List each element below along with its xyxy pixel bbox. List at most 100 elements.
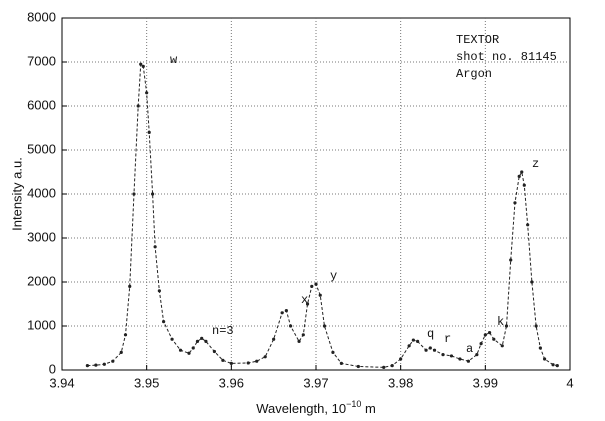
peak-label: x bbox=[301, 293, 308, 307]
y-tick-label: 8000 bbox=[27, 9, 56, 24]
data-point bbox=[305, 302, 310, 306]
annotation: Argon bbox=[456, 67, 492, 81]
y-tick-label: 4000 bbox=[27, 185, 56, 200]
data-point bbox=[212, 349, 216, 354]
data-point bbox=[526, 223, 530, 227]
data-point bbox=[390, 364, 394, 368]
x-tick-label: 3.99 bbox=[473, 375, 498, 390]
peak-label: z bbox=[532, 157, 539, 171]
y-tick-label: 5000 bbox=[27, 141, 56, 156]
plot-frame bbox=[61, 17, 571, 371]
data-point bbox=[500, 344, 504, 348]
data-point bbox=[272, 337, 276, 341]
data-point bbox=[487, 331, 492, 335]
data-point bbox=[538, 346, 542, 350]
data-point bbox=[289, 324, 293, 328]
data-point bbox=[424, 348, 428, 352]
data-point bbox=[432, 348, 437, 352]
data-point bbox=[297, 339, 301, 343]
data-point bbox=[555, 364, 559, 368]
data-point bbox=[411, 338, 415, 342]
y-axis-label: Intensity a.u. bbox=[9, 157, 24, 231]
data-point bbox=[530, 280, 534, 284]
data-point bbox=[150, 192, 155, 196]
peak-label: r bbox=[444, 332, 451, 346]
data-point bbox=[147, 130, 151, 134]
data-point bbox=[441, 353, 445, 357]
data-point bbox=[204, 339, 208, 343]
peak-label: y bbox=[330, 269, 337, 283]
data-point bbox=[255, 359, 259, 363]
data-point bbox=[382, 365, 386, 369]
data-point bbox=[153, 245, 157, 249]
peak-label: w bbox=[170, 53, 178, 67]
x-axis-label: Wavelength, 10−10 m bbox=[256, 399, 376, 416]
data-point bbox=[191, 346, 195, 350]
data-point bbox=[178, 348, 183, 352]
data-point bbox=[195, 339, 200, 343]
data-point bbox=[416, 339, 420, 343]
data-point bbox=[551, 363, 555, 367]
data-point bbox=[483, 333, 487, 337]
y-tick-label: 7000 bbox=[27, 53, 56, 68]
data-point bbox=[145, 91, 149, 95]
data-point bbox=[314, 282, 318, 286]
data-point bbox=[479, 342, 483, 346]
y-tick-label: 0 bbox=[49, 361, 56, 376]
data-point bbox=[284, 309, 288, 313]
data-point bbox=[157, 289, 161, 293]
data-point bbox=[119, 350, 123, 354]
data-point bbox=[509, 258, 513, 262]
data-point bbox=[522, 183, 526, 187]
data-point bbox=[513, 201, 517, 205]
annotation: shot no. 81145 bbox=[456, 50, 557, 64]
data-point bbox=[139, 62, 143, 66]
spectrum-line bbox=[87, 63, 558, 368]
data-point bbox=[263, 355, 267, 359]
data-point bbox=[128, 284, 132, 288]
peak-label: n=3 bbox=[212, 324, 234, 338]
data-point bbox=[111, 359, 115, 363]
y-tick-label: 6000 bbox=[27, 97, 56, 112]
annotation: TEXTOR bbox=[456, 33, 499, 47]
peak-label: a bbox=[466, 342, 473, 356]
data-point bbox=[504, 324, 509, 328]
data-point bbox=[229, 361, 233, 365]
data-point bbox=[246, 361, 250, 365]
data-point bbox=[123, 333, 128, 337]
x-tick-label: 3.95 bbox=[134, 375, 159, 390]
data-point bbox=[543, 357, 547, 361]
data-point bbox=[102, 362, 106, 366]
x-tick-label: 3.98 bbox=[388, 375, 413, 390]
x-tick-label: 3.94 bbox=[49, 375, 74, 390]
data-point bbox=[200, 336, 204, 340]
data-point bbox=[170, 337, 174, 341]
data-point bbox=[310, 284, 314, 288]
data-point bbox=[356, 364, 360, 369]
y-tick-label: 2000 bbox=[27, 273, 56, 288]
peak-label: k bbox=[497, 315, 504, 329]
peak-label: q bbox=[427, 327, 434, 341]
y-tick-label: 3000 bbox=[27, 229, 56, 244]
data-point bbox=[141, 64, 145, 68]
data-point bbox=[187, 351, 191, 355]
x-tick-label: 3.97 bbox=[303, 375, 328, 390]
data-point bbox=[517, 174, 521, 178]
data-point bbox=[94, 363, 98, 367]
data-point bbox=[221, 358, 225, 362]
data-point bbox=[399, 357, 403, 361]
data-point bbox=[458, 357, 462, 361]
data-point bbox=[280, 311, 284, 315]
data-point bbox=[301, 333, 305, 337]
data-point bbox=[534, 324, 538, 328]
data-point bbox=[132, 192, 136, 196]
data-point bbox=[162, 320, 166, 324]
data-point bbox=[322, 324, 327, 328]
data-point bbox=[492, 337, 496, 341]
data-point bbox=[318, 293, 322, 297]
data-point bbox=[520, 170, 524, 174]
x-tick-label: 3.96 bbox=[219, 375, 244, 390]
data-point bbox=[331, 350, 335, 354]
data-point bbox=[339, 361, 343, 365]
